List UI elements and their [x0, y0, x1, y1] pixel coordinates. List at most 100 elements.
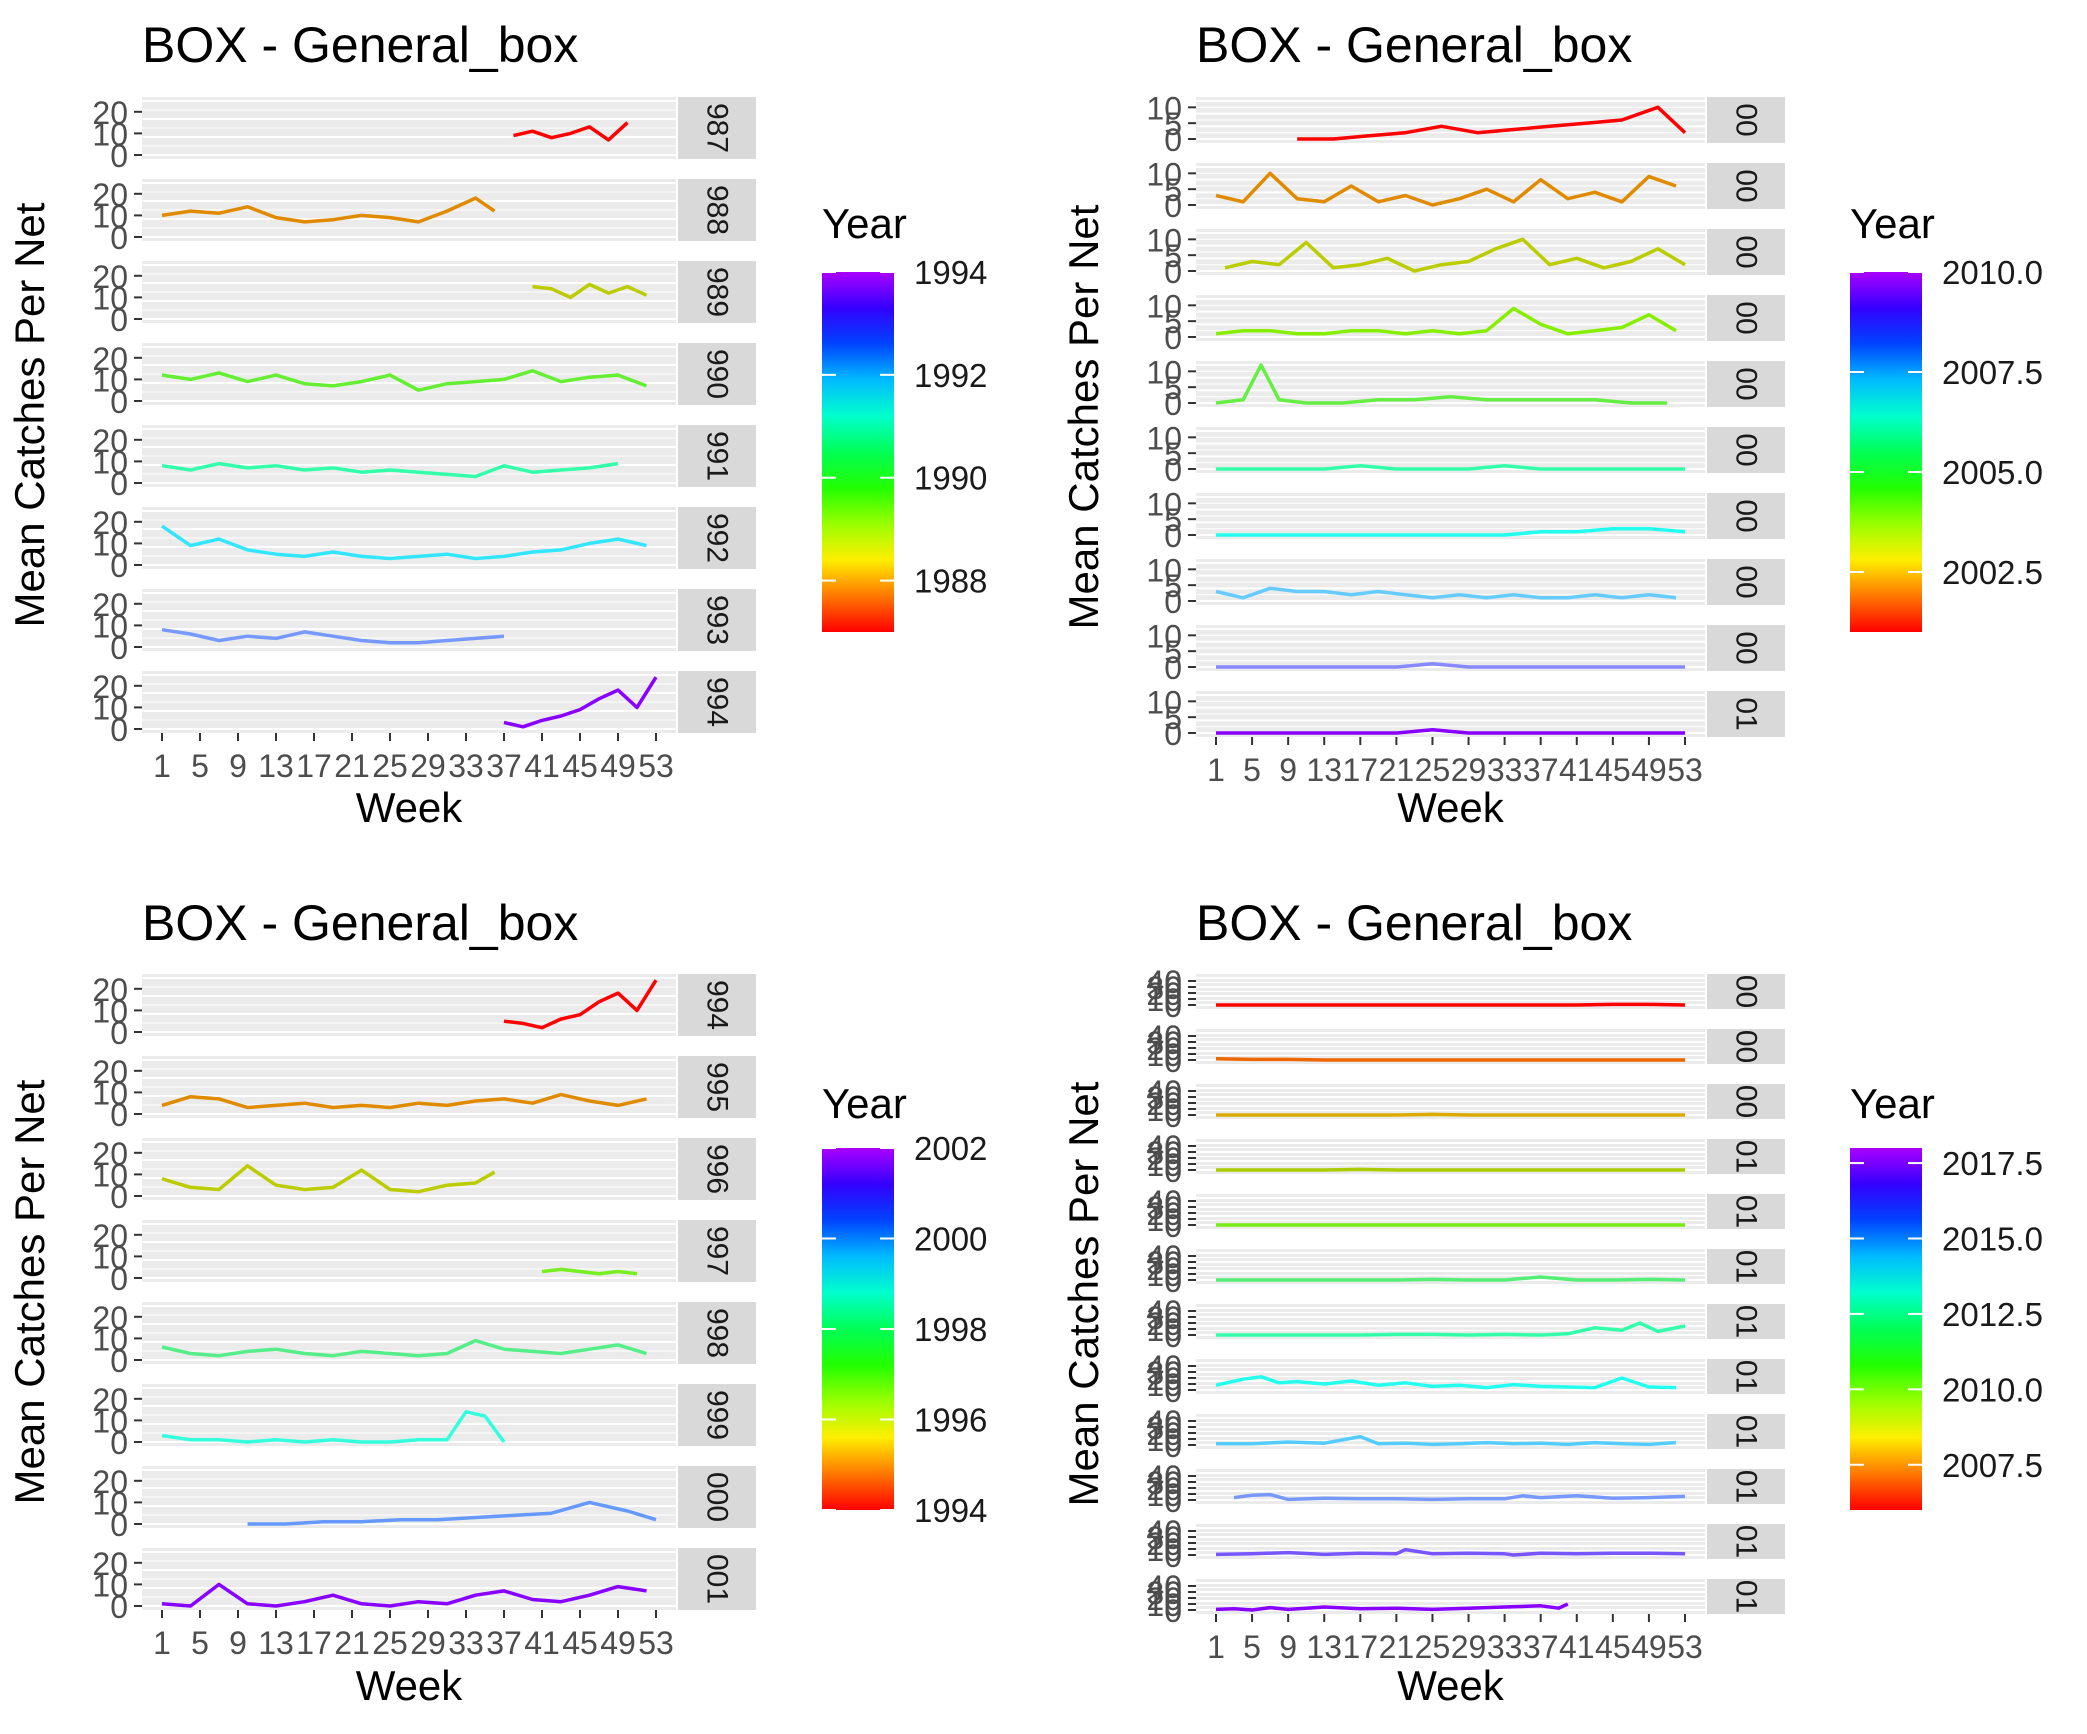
facet-strip-label: 01 [1730, 1580, 1763, 1613]
chart-title: BOX - General_box [142, 17, 578, 73]
y-tick-label: 30 [1146, 1300, 1182, 1336]
y-tick-label: 10 [1146, 156, 1182, 192]
y-tick-label: 10 [92, 690, 128, 726]
y-tick-label: 10 [92, 1239, 128, 1275]
series-line-1995 [161, 1092, 647, 1110]
x-tick-label: 33 [1487, 752, 1523, 788]
y-tick-label: 10 [1146, 288, 1182, 324]
x-tick-label: 49 [600, 748, 636, 784]
x-tick-label: 1 [1207, 752, 1225, 788]
facet-strip-label: 998 [701, 1308, 734, 1358]
series-line-2015 [1216, 1434, 1677, 1447]
facet-strip [678, 1384, 756, 1446]
facet-strip [678, 179, 756, 241]
y-tick-label: 30 [1146, 1245, 1182, 1281]
chart-title: BOX - General_box [1196, 17, 1632, 73]
facet-strip-label: 00 [1730, 235, 1763, 268]
y-tick-label: 20 [1146, 1581, 1182, 1617]
facet-strip [678, 1302, 756, 1364]
y-tick-label: 20 [1146, 1251, 1182, 1287]
series-line-1994 [503, 979, 658, 1030]
x-tick-label: 17 [296, 1625, 332, 1661]
series-line-2009 [1216, 662, 1685, 669]
facet-strip-label: 00 [1730, 565, 1763, 598]
y-tick-label: 20 [92, 259, 128, 295]
y-tick-label: 5 [1164, 238, 1182, 274]
y-tick-label: 0 [1164, 1318, 1182, 1354]
legend-label: 2012.5 [1942, 1296, 2043, 1333]
y-tick-label: 10 [1146, 1312, 1182, 1348]
series-line-2007 [1216, 526, 1686, 537]
y-tick-label: 0 [110, 1261, 128, 1297]
facet-strip-label: 00 [1730, 1030, 1763, 1063]
y-tick-label: 0 [110, 548, 128, 584]
y-tick-label: 10 [1146, 1367, 1182, 1403]
facet-strip-label: 996 [701, 1144, 734, 1194]
facet-strip [1707, 361, 1785, 407]
facet-strip-label: 01 [1730, 1360, 1763, 1393]
x-tick-label: 49 [1631, 1629, 1667, 1665]
legend-title: Year [1850, 200, 1935, 247]
facet-strip-label: 994 [701, 980, 734, 1030]
facet-strip [678, 1056, 756, 1118]
y-tick-label: 0 [1164, 254, 1182, 290]
facet-strip-label: 990 [701, 349, 734, 399]
y-tick-label: 20 [1146, 1031, 1182, 1067]
y-tick-label: 10 [1146, 1587, 1182, 1623]
y-tick-label: 30 [1146, 1080, 1182, 1116]
series-line-2000 [247, 1500, 657, 1526]
x-tick-label: 1 [1207, 1629, 1225, 1665]
facet-strip [1707, 163, 1785, 209]
y-tick-label: 10 [92, 198, 128, 234]
y-tick-label: 5 [1164, 304, 1182, 340]
x-tick-label: 17 [296, 748, 332, 784]
y-tick-label: 10 [92, 444, 128, 480]
legend-label: 2000 [914, 1221, 987, 1258]
y-tick-label: 10 [1146, 1422, 1182, 1458]
series-line-2001 [1297, 105, 1687, 141]
y-tick-label: 40 [1146, 1349, 1182, 1385]
y-tick-label: 20 [92, 1136, 128, 1172]
y-axis-label: Mean Catches Per Net [6, 1079, 53, 1504]
facet-strip-label: 989 [701, 267, 734, 317]
facet-strip-label: 987 [701, 103, 734, 153]
x-tick-label: 53 [1667, 752, 1703, 788]
x-tick-label: 29 [1451, 752, 1487, 788]
facet-strip [678, 343, 756, 405]
legend-label: 2010.0 [1942, 1371, 2043, 1408]
legend-label: 1996 [914, 1402, 987, 1439]
series-line-2016 [1233, 1492, 1686, 1502]
y-tick-label: 0 [1164, 518, 1182, 554]
series-line-2017 [1215, 1547, 1686, 1557]
series-line-1987 [513, 121, 629, 142]
legend-label: 2002.5 [1942, 554, 2043, 591]
x-tick-label: 13 [258, 1625, 294, 1661]
x-tick-label: 1 [153, 1625, 171, 1661]
x-tick-label: 21 [1379, 1629, 1415, 1665]
facet-strip [1707, 1414, 1785, 1449]
y-tick-label: 0 [1164, 650, 1182, 686]
y-tick-label: 20 [1146, 1196, 1182, 1232]
x-tick-label: 9 [229, 1625, 247, 1661]
series-line-1993 [161, 627, 505, 645]
y-tick-label: 10 [1146, 354, 1182, 390]
facet-strip-label: 00 [1730, 975, 1763, 1008]
series-line-1988 [161, 196, 496, 224]
facet-strip [1707, 1249, 1785, 1284]
facet-strip [1707, 1139, 1785, 1174]
